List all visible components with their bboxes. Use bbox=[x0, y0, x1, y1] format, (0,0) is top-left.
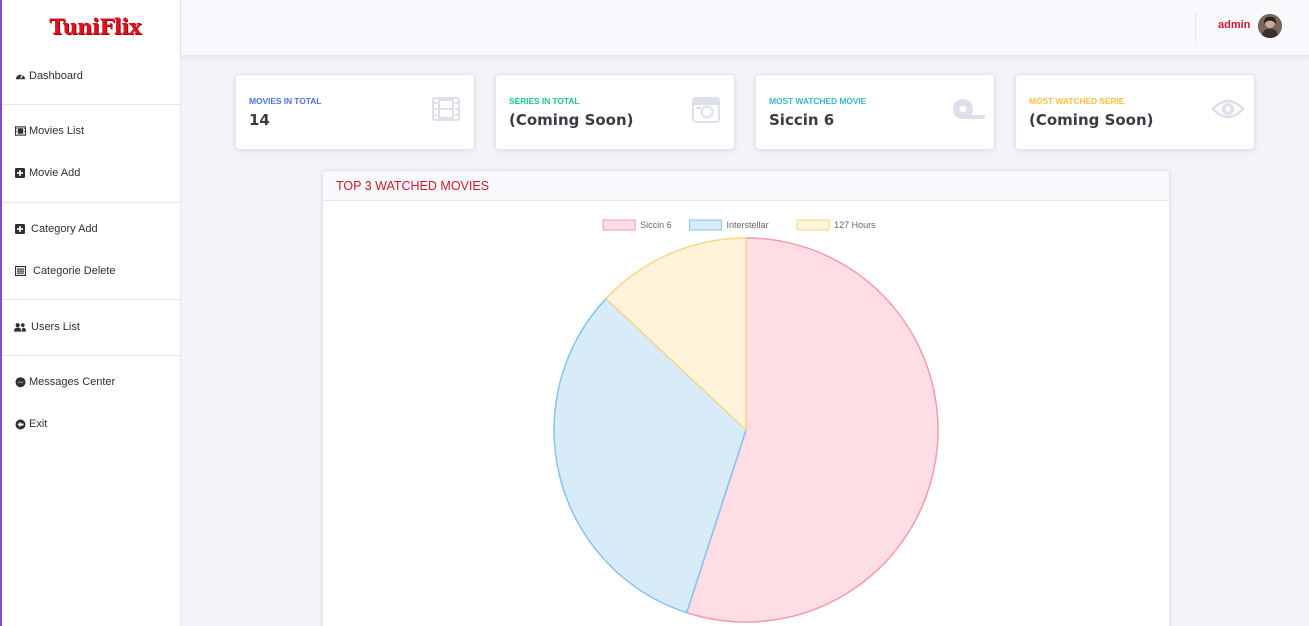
card-label: Movies in total bbox=[249, 96, 322, 106]
film-icon bbox=[14, 125, 26, 137]
film-icon bbox=[432, 97, 462, 125]
stat-card-most-watched-serie: Most watched serie (Coming Soon) bbox=[1015, 74, 1255, 150]
sidebar-item-label: Movie Add bbox=[29, 167, 81, 179]
panel-header: Top 3 watched movies bbox=[323, 171, 1169, 201]
card-value: Siccin 6 bbox=[769, 111, 835, 129]
sidebar-item-movies-list[interactable]: Movies List bbox=[14, 125, 84, 137]
sidebar-item-label: Category Add bbox=[31, 223, 98, 235]
plus-square-icon bbox=[14, 223, 26, 235]
legend-label: 127 Hours bbox=[834, 220, 876, 230]
user-name[interactable]: admin bbox=[1218, 19, 1251, 31]
card-value: (Coming Soon) bbox=[509, 111, 634, 129]
camera-icon bbox=[692, 97, 722, 125]
sidebar-item-label: Dashboard bbox=[29, 70, 83, 82]
sidebar-item-users-list[interactable]: Users List bbox=[14, 321, 80, 333]
logo[interactable]: TuniFlix bbox=[2, 0, 180, 52]
legend-item[interactable]: Interstellar bbox=[689, 219, 769, 231]
stat-card-series: Series in total (Coming Soon) bbox=[495, 74, 735, 150]
messenger-icon bbox=[14, 376, 26, 388]
sidebar-item-label: Exit bbox=[29, 418, 48, 430]
avatar[interactable] bbox=[1258, 14, 1282, 38]
stat-card-movies: Movies in total 14 bbox=[235, 74, 475, 150]
top-movies-panel: Top 3 watched movies Siccin 6 Interstella… bbox=[322, 170, 1170, 626]
legend-label: Siccin 6 bbox=[640, 220, 672, 230]
topbar-divider bbox=[1195, 12, 1196, 42]
pie-slice-127-hours[interactable] bbox=[604, 237, 747, 432]
sidebar-item-messages-center[interactable]: Messages Center bbox=[14, 376, 115, 388]
sidebar-item-category-add[interactable]: Category Add bbox=[14, 223, 98, 235]
panel-title: Top 3 watched movies bbox=[336, 178, 490, 193]
sidebar-divider bbox=[2, 202, 181, 203]
eye-icon bbox=[1211, 97, 1245, 125]
legend-item[interactable]: Siccin 6 bbox=[602, 219, 672, 231]
list-alt-icon bbox=[14, 265, 26, 277]
legend-label: Interstellar bbox=[727, 220, 769, 230]
card-value: (Coming Soon) bbox=[1029, 111, 1154, 129]
stat-card-most-watched-movie: Most watched movie Siccin 6 bbox=[755, 74, 995, 150]
sidebar-item-label: Categorie Delete bbox=[33, 265, 116, 277]
pie-chart[interactable]: Siccin 6 Interstellar 127 Hours bbox=[323, 201, 1169, 626]
tape-icon bbox=[952, 97, 985, 125]
sidebar-item-dashboard[interactable]: Dashboard bbox=[14, 70, 83, 82]
pie-slice-interstellar[interactable] bbox=[553, 297, 747, 614]
arrow-circle-left-icon bbox=[14, 418, 26, 430]
tachometer-icon bbox=[14, 70, 26, 82]
card-label: Series in total bbox=[509, 96, 580, 106]
sidebar: TuniFlix Dashboard Movies List Movie Add… bbox=[0, 0, 181, 626]
legend-swatch bbox=[689, 219, 723, 231]
pie-slice-siccin-6[interactable] bbox=[685, 237, 939, 623]
sidebar-item-exit[interactable]: Exit bbox=[14, 418, 47, 430]
card-value: 14 bbox=[249, 111, 270, 129]
sidebar-item-categorie-delete[interactable]: Categorie Delete bbox=[14, 265, 116, 277]
legend-swatch bbox=[602, 219, 636, 231]
card-label: Most watched serie bbox=[1029, 96, 1125, 106]
logo-text: TuniFlix bbox=[49, 13, 141, 39]
users-icon bbox=[14, 321, 26, 333]
sidebar-divider bbox=[2, 104, 181, 105]
card-label: Most watched movie bbox=[769, 96, 867, 106]
sidebar-item-label: Movies List bbox=[29, 125, 85, 137]
legend-item[interactable]: 127 Hours bbox=[796, 219, 876, 231]
sidebar-item-label: Messages Center bbox=[29, 376, 116, 388]
sidebar-divider bbox=[2, 299, 181, 300]
plus-square-icon bbox=[14, 167, 26, 179]
legend-swatch bbox=[796, 219, 830, 231]
sidebar-divider bbox=[2, 355, 181, 356]
topbar bbox=[181, 0, 1309, 55]
sidebar-item-label: Users List bbox=[31, 321, 80, 333]
sidebar-item-movie-add[interactable]: Movie Add bbox=[14, 167, 80, 179]
